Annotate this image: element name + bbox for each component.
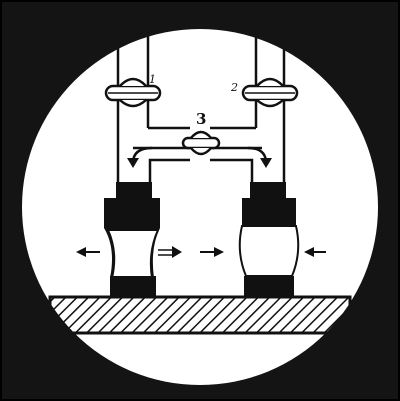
frame-mask: [0, 0, 400, 401]
diagram-canvas: 1 2 3: [0, 0, 400, 401]
bellows-valve-diagram: 1 2 3: [0, 0, 400, 401]
